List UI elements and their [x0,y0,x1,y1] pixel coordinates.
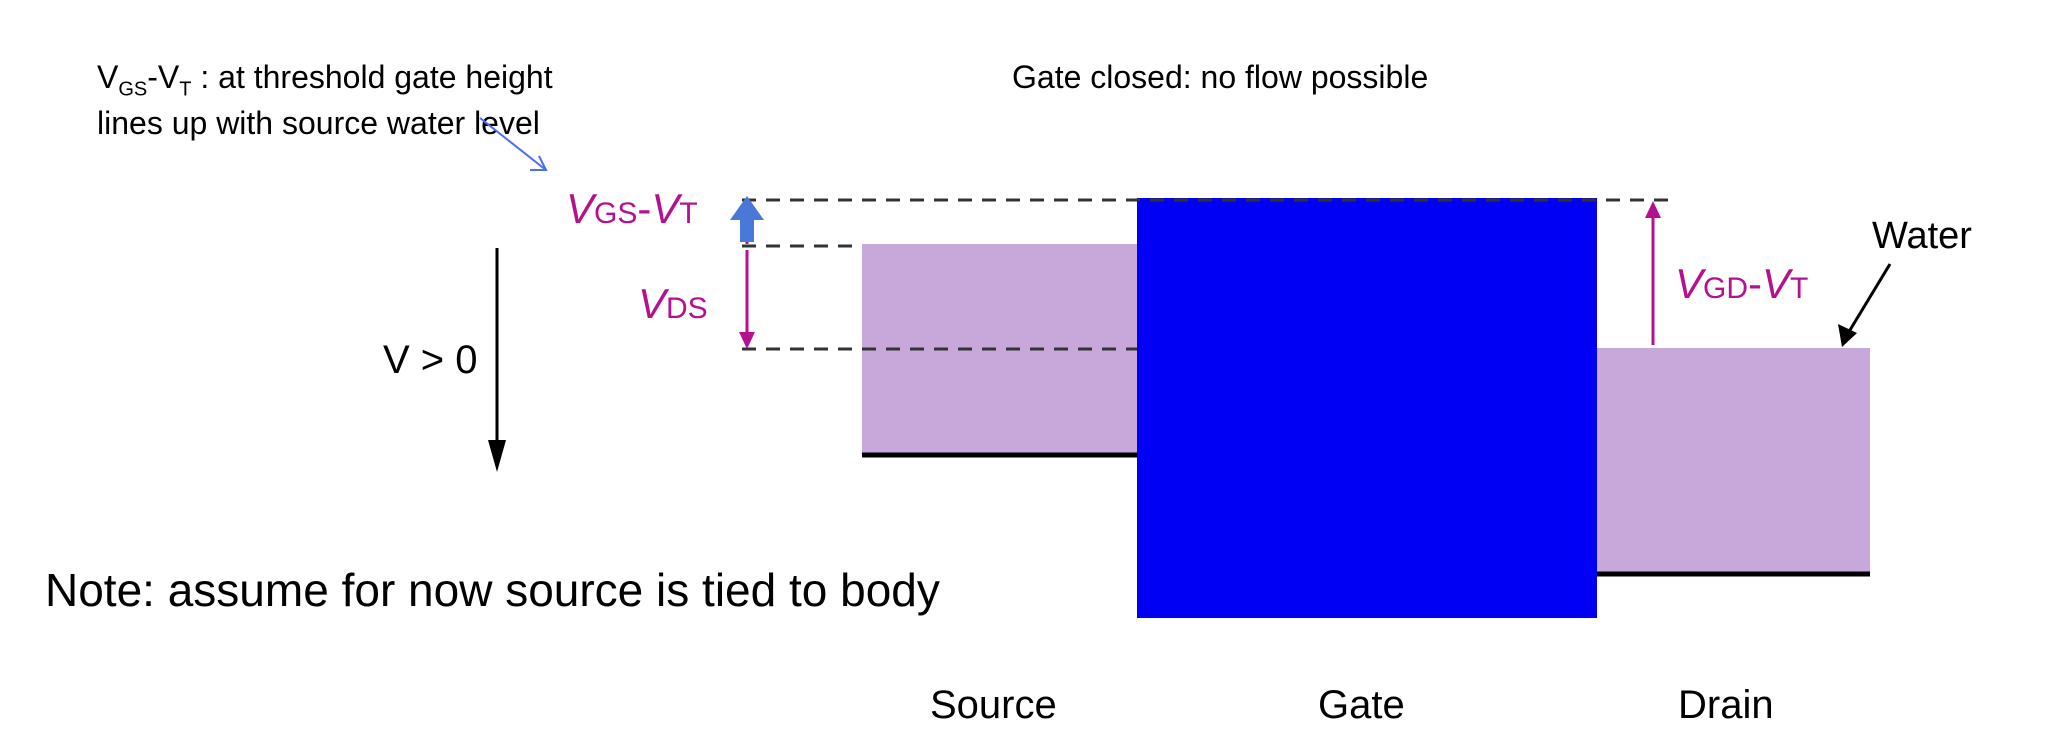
vgd-vt-label: VGD-VT [1675,260,1808,307]
v-positive-label: V > 0 [383,338,478,382]
threshold-block-arrow-shaft [740,218,754,242]
gate-block [1137,198,1597,618]
water-pointer-arrow [1848,263,1892,331]
threshold-block-arrow-head [730,196,764,220]
threshold-annotation: VGS-VT : at threshold gate height lines … [97,59,553,141]
source-label: Source [930,683,1057,727]
v-positive-arrowhead [488,440,506,472]
vds-label: VDS [638,280,708,327]
body-tie-note: Note: assume for now source is tied to b… [45,564,940,616]
drain-label: Drain [1678,683,1774,727]
water-pointer-arrowhead [1838,324,1857,347]
diagram-header: Gate closed: no flow possible [1012,59,1429,95]
vds-arrowhead [739,332,755,349]
water-label: Water [1872,215,1972,257]
pointer-arrowhead [530,155,548,171]
source-water [862,244,1137,455]
vgs-vt-label: VGS-VT [566,185,698,232]
drain-water [1597,348,1870,574]
gate-label: Gate [1318,683,1405,727]
pointer-arrow [479,117,547,171]
vgd-vt-arrowhead [1645,201,1661,218]
